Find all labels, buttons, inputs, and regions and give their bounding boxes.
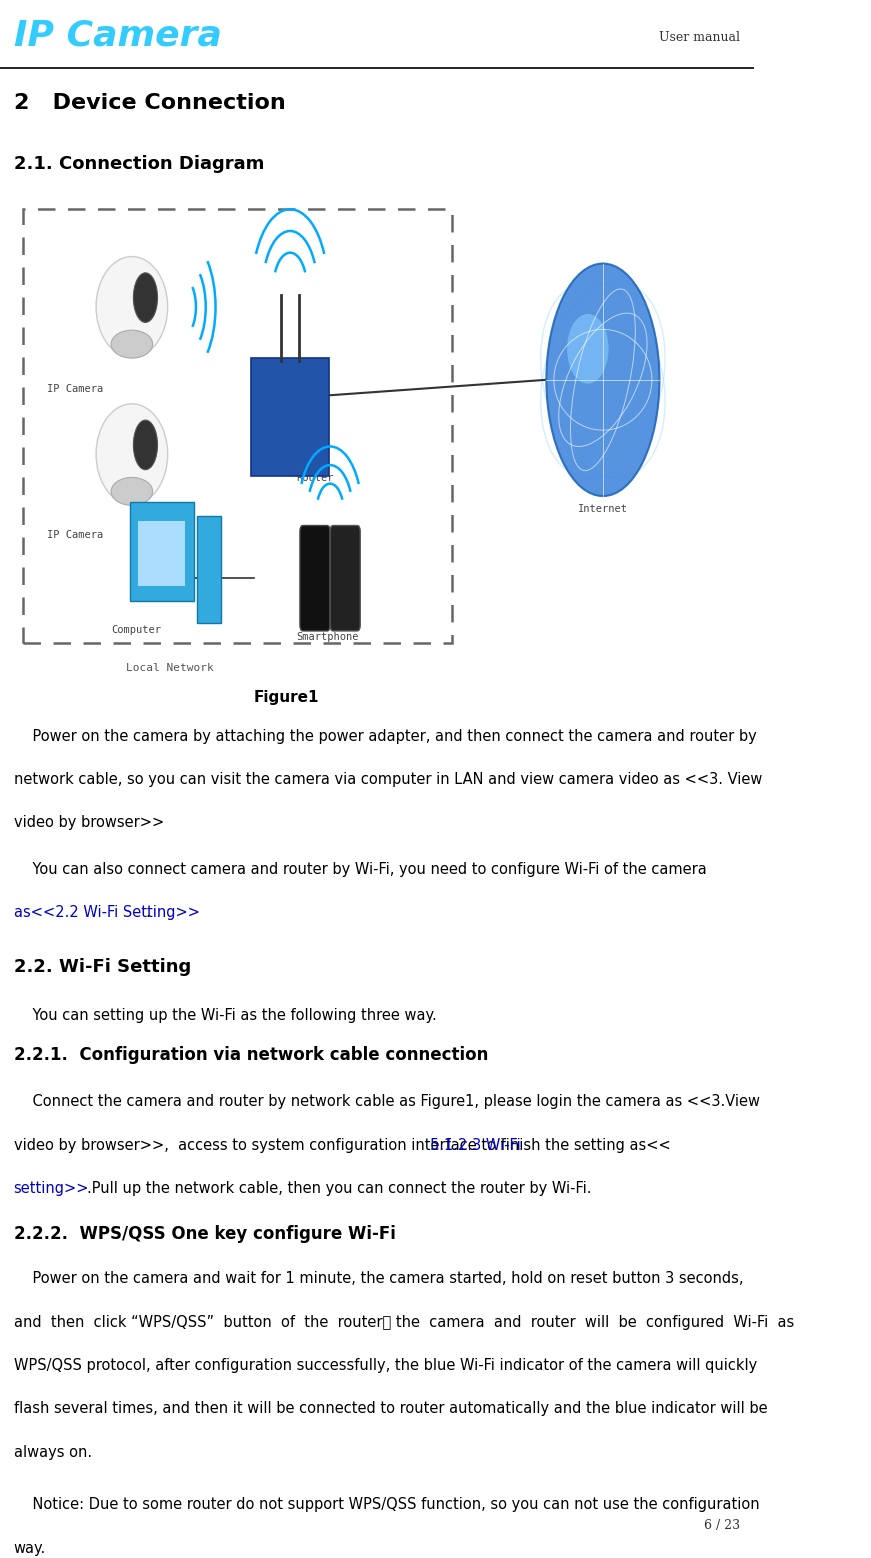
Text: Smartphone: Smartphone — [297, 633, 359, 642]
Text: You can also connect camera and router by Wi-Fi, you need to configure Wi-Fi of : You can also connect camera and router b… — [14, 862, 706, 877]
Text: 2.2. Wi-Fi Setting: 2.2. Wi-Fi Setting — [14, 958, 191, 975]
Text: Computer: Computer — [111, 625, 161, 634]
Text: 6 / 23: 6 / 23 — [704, 1519, 740, 1532]
Text: Local Network: Local Network — [125, 664, 213, 673]
Text: and  then  click “WPS/QSS”  button  of  the  router， the  camera  and  router  w: and then click “WPS/QSS” button of the r… — [14, 1315, 793, 1329]
Text: IP Camera: IP Camera — [47, 530, 103, 541]
Text: WPS/QSS protocol, after configuration successfully, the blue Wi-Fi indicator of : WPS/QSS protocol, after configuration su… — [14, 1359, 757, 1373]
Text: 5.1.2.3 Wi-Fi: 5.1.2.3 Wi-Fi — [430, 1137, 521, 1153]
Text: Figure1: Figure1 — [253, 690, 319, 704]
Text: Power on the camera and wait for 1 minute, the camera started, hold on reset but: Power on the camera and wait for 1 minut… — [14, 1271, 743, 1287]
Circle shape — [546, 263, 659, 495]
Text: 2   Device Connection: 2 Device Connection — [14, 93, 286, 114]
Ellipse shape — [111, 330, 152, 358]
Ellipse shape — [567, 313, 609, 383]
FancyBboxPatch shape — [251, 358, 329, 475]
Text: video by browser>>,  access to system configuration interface to finish the sett: video by browser>>, access to system con… — [14, 1137, 671, 1153]
Text: Internet: Internet — [577, 503, 628, 514]
Circle shape — [133, 421, 158, 469]
Text: video by browser>>: video by browser>> — [14, 815, 164, 830]
Text: .: . — [145, 905, 150, 921]
Text: always on.: always on. — [14, 1444, 91, 1460]
Ellipse shape — [96, 257, 168, 357]
Text: 2.2.1.  Configuration via network cable connection: 2.2.1. Configuration via network cable c… — [14, 1047, 488, 1064]
FancyBboxPatch shape — [130, 502, 194, 601]
Text: as<<2.2 Wi-Fi Setting>>: as<<2.2 Wi-Fi Setting>> — [14, 905, 199, 921]
Text: 2.2.2.  WPS/QSS One key configure Wi-Fi: 2.2.2. WPS/QSS One key configure Wi-Fi — [14, 1225, 395, 1243]
FancyBboxPatch shape — [197, 516, 221, 623]
Text: 2.1. Connection Diagram: 2.1. Connection Diagram — [14, 154, 264, 173]
Ellipse shape — [96, 404, 168, 505]
FancyBboxPatch shape — [138, 520, 186, 586]
Text: Router: Router — [296, 472, 334, 483]
Text: Notice: Due to some router do not support WPS/QSS function, so you can not use t: Notice: Due to some router do not suppor… — [14, 1497, 760, 1513]
FancyBboxPatch shape — [300, 525, 330, 631]
Text: setting>>: setting>> — [14, 1181, 89, 1197]
Text: network cable, so you can visit the camera via computer in LAN and view camera v: network cable, so you can visit the came… — [14, 773, 762, 787]
Text: IP Camera: IP Camera — [14, 19, 221, 53]
Text: Connect the camera and router by network cable as Figure1, please login the came: Connect the camera and router by network… — [14, 1094, 760, 1109]
Text: IP Camera: IP Camera — [47, 385, 103, 394]
Text: .Pull up the network cable, then you can connect the router by Wi-Fi.: .Pull up the network cable, then you can… — [87, 1181, 592, 1197]
Ellipse shape — [111, 477, 152, 505]
Text: You can setting up the Wi-Fi as the following three way.: You can setting up the Wi-Fi as the foll… — [14, 1008, 436, 1022]
Text: way.: way. — [14, 1541, 46, 1556]
Circle shape — [133, 273, 158, 323]
Text: User manual: User manual — [659, 31, 740, 44]
Text: flash several times, and then it will be connected to router automatically and t: flash several times, and then it will be… — [14, 1401, 767, 1416]
FancyBboxPatch shape — [330, 525, 361, 631]
Text: Power on the camera by attaching the power adapter, and then connect the camera : Power on the camera by attaching the pow… — [14, 729, 756, 743]
